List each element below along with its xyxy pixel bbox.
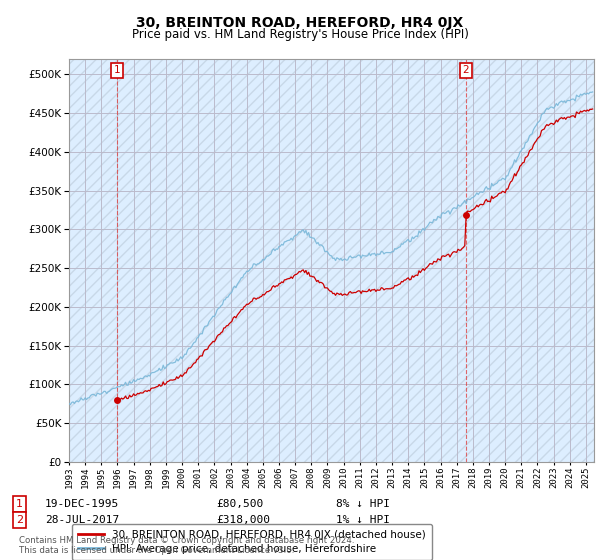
Text: 28-JUL-2017: 28-JUL-2017 [45, 515, 119, 525]
Text: Contains HM Land Registry data © Crown copyright and database right 2024.
This d: Contains HM Land Registry data © Crown c… [19, 536, 355, 555]
Text: 1% ↓ HPI: 1% ↓ HPI [336, 515, 390, 525]
Legend: 30, BREINTON ROAD, HEREFORD, HR4 0JX (detached house), HPI: Average price, detac: 30, BREINTON ROAD, HEREFORD, HR4 0JX (de… [71, 524, 432, 560]
Text: £318,000: £318,000 [216, 515, 270, 525]
Text: 8% ↓ HPI: 8% ↓ HPI [336, 499, 390, 509]
Text: 19-DEC-1995: 19-DEC-1995 [45, 499, 119, 509]
Text: 2: 2 [463, 66, 469, 76]
Text: 2: 2 [16, 515, 23, 525]
Text: 1: 1 [113, 66, 120, 76]
Text: 1: 1 [16, 499, 23, 509]
Text: 30, BREINTON ROAD, HEREFORD, HR4 0JX: 30, BREINTON ROAD, HEREFORD, HR4 0JX [136, 16, 464, 30]
Text: Price paid vs. HM Land Registry's House Price Index (HPI): Price paid vs. HM Land Registry's House … [131, 28, 469, 41]
Text: £80,500: £80,500 [216, 499, 263, 509]
